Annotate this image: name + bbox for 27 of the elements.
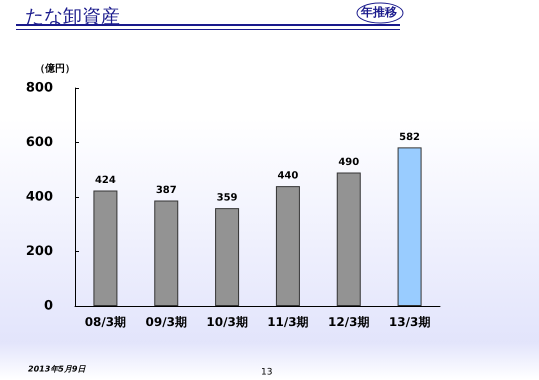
- y-tick-label: 800: [26, 80, 53, 96]
- y-tick-label: 200: [26, 244, 53, 259]
- data-label: 387: [156, 185, 177, 196]
- text: 13: [261, 368, 272, 378]
- x-tick-label: 08/3期: [84, 315, 126, 329]
- text: 年推移: [360, 5, 397, 19]
- y-tick-label: 400: [26, 190, 53, 204]
- x-tick-label: 12/3期: [328, 315, 370, 329]
- x-tick-label: 13/3期: [388, 315, 430, 329]
- bar: [215, 208, 240, 306]
- y-tick-label: 600: [26, 135, 53, 150]
- x-tick-label: 10/3期: [206, 315, 248, 329]
- bar: [93, 190, 118, 306]
- x-tick-label: 11/3期: [267, 315, 309, 329]
- x-tick-label: 09/3期: [146, 315, 187, 329]
- data-label: 440: [277, 170, 298, 182]
- bar: [336, 172, 361, 306]
- data-label: 490: [338, 156, 360, 168]
- bar: [154, 200, 178, 306]
- bar: [276, 186, 300, 306]
- y-tick-label: 0: [44, 298, 53, 314]
- data-label: 424: [94, 174, 116, 186]
- text: 2013年5月9日: [28, 364, 86, 374]
- bar: [398, 147, 422, 306]
- y-axis-title: （億円）: [35, 62, 75, 74]
- data-label: 359: [216, 192, 238, 204]
- data-label: 582: [399, 132, 420, 143]
